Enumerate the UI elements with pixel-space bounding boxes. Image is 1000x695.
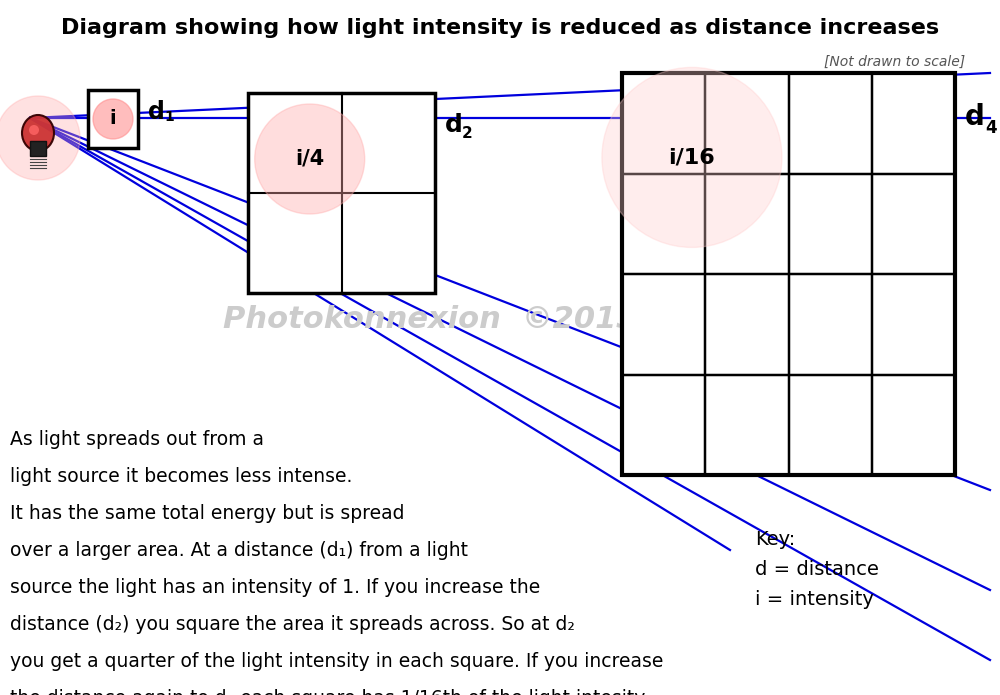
Text: 1: 1 — [164, 110, 174, 124]
Text: It has the same total energy but is spread: It has the same total energy but is spre… — [10, 504, 404, 523]
Bar — [248, 93, 435, 293]
Ellipse shape — [29, 125, 39, 135]
Text: i/16: i/16 — [669, 147, 715, 167]
Text: d: d — [965, 103, 985, 131]
Circle shape — [602, 67, 782, 247]
Circle shape — [93, 99, 133, 139]
Text: Diagram showing how light intensity is reduced as distance increases: Diagram showing how light intensity is r… — [61, 18, 939, 38]
Text: the distance again to d₄ each square has 1/16th of the light intesity.: the distance again to d₄ each square has… — [10, 689, 649, 695]
Text: i/4: i/4 — [295, 149, 324, 169]
Text: As light spreads out from a: As light spreads out from a — [10, 430, 264, 449]
Text: over a larger area. At a distance (d₁) from a light: over a larger area. At a distance (d₁) f… — [10, 541, 468, 560]
Text: light source it becomes less intense.: light source it becomes less intense. — [10, 467, 352, 486]
Text: i: i — [110, 110, 116, 129]
Bar — [88, 90, 138, 148]
Text: source the light has an intensity of 1. If you increase the: source the light has an intensity of 1. … — [10, 578, 540, 597]
Text: you get a quarter of the light intensity in each square. If you increase: you get a quarter of the light intensity… — [10, 652, 663, 671]
Text: Key:: Key: — [755, 530, 795, 549]
Text: Photokonnexion  ©2013: Photokonnexion ©2013 — [223, 306, 637, 334]
Circle shape — [255, 104, 365, 214]
Ellipse shape — [22, 115, 54, 151]
Text: i = intensity: i = intensity — [755, 590, 874, 609]
Text: 4: 4 — [985, 119, 997, 137]
Text: 2: 2 — [462, 126, 473, 141]
Text: d: d — [148, 100, 165, 124]
Text: d: d — [445, 113, 463, 137]
Text: d = distance: d = distance — [755, 560, 879, 579]
Circle shape — [0, 96, 80, 180]
Text: distance (d₂) you square the area it spreads across. So at d₂: distance (d₂) you square the area it spr… — [10, 615, 575, 634]
Bar — [622, 73, 955, 475]
Text: [Not drawn to scale]: [Not drawn to scale] — [824, 55, 965, 69]
Bar — [30, 141, 46, 156]
